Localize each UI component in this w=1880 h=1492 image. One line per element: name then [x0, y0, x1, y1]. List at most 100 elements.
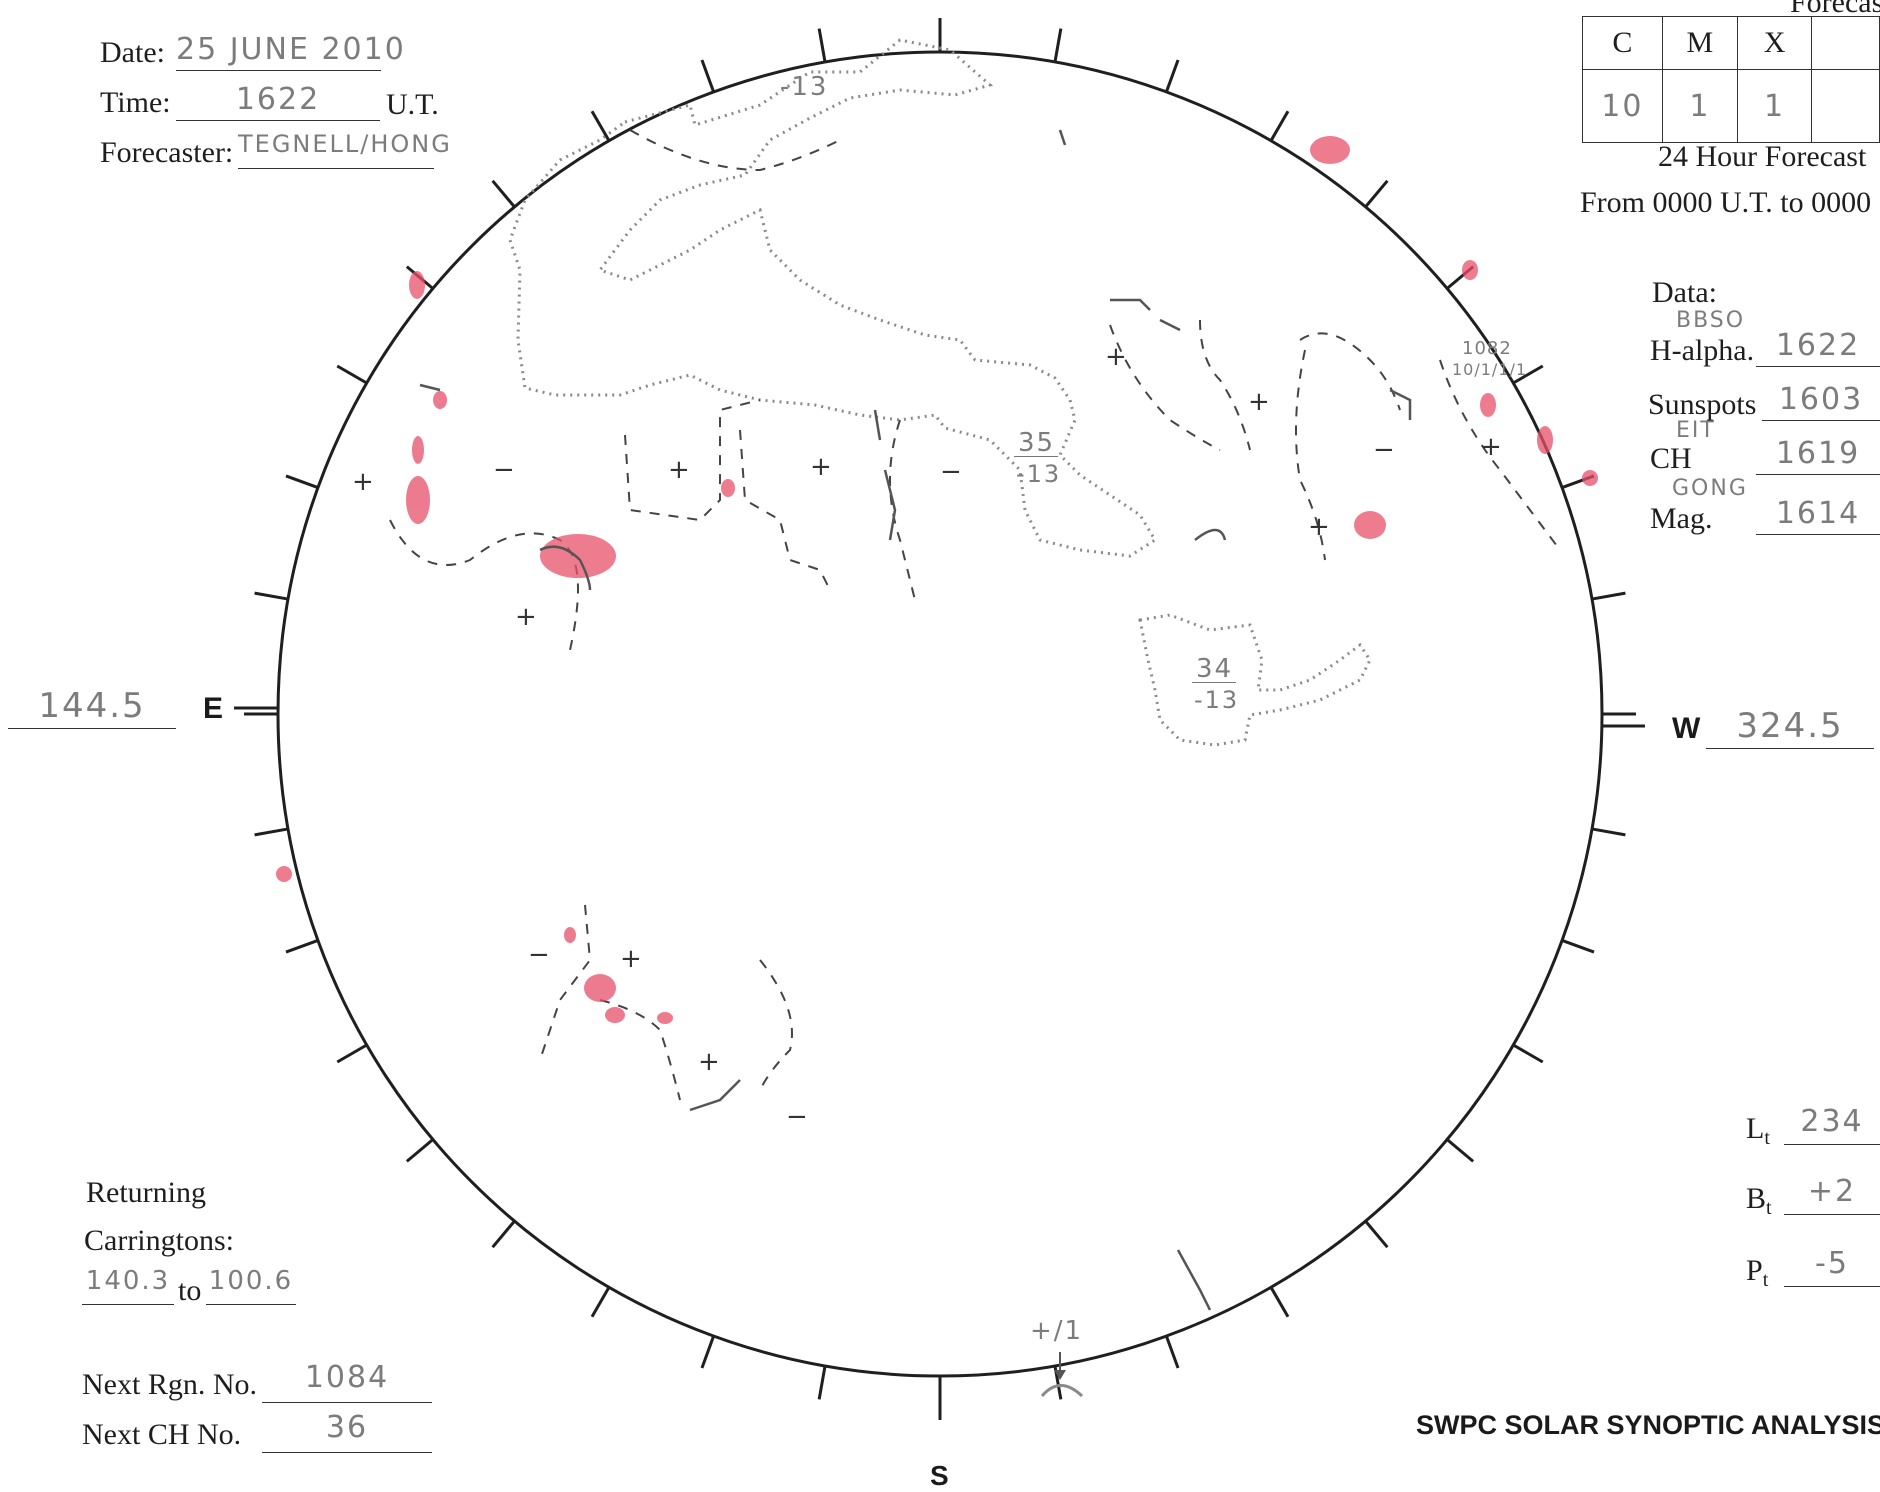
spot-group-3	[1110, 298, 1151, 311]
data-label-sunspots: Sunspots	[1648, 388, 1757, 421]
data-source-halpha: BBSO	[1676, 308, 1746, 333]
polarity-plus-5: +	[1105, 342, 1127, 372]
bt-value[interactable]: +2	[1784, 1174, 1880, 1215]
limb-tick	[1364, 1220, 1389, 1249]
east-longitude-value[interactable]: 144.5	[8, 686, 176, 729]
plage-limb-2	[409, 271, 425, 299]
next-ch-label: Next CH No.	[82, 1418, 242, 1451]
polarity-plus-9: +	[620, 944, 642, 974]
limb-tick	[254, 591, 289, 601]
forecast-period: From 0000 U.T. to 0000	[1580, 186, 1872, 219]
limb-tick	[336, 364, 368, 385]
date-label: Date:	[100, 36, 165, 69]
coronal-hole-south-boundary	[1040, 1384, 1084, 1398]
ch-35-number: 35	[1018, 428, 1056, 458]
limb-tick	[1512, 1043, 1544, 1064]
neutral-line-8	[1295, 349, 1326, 561]
polarity-marks: + − + + + − + + − + + + − + −	[352, 342, 1502, 1132]
limb-tick	[590, 110, 611, 142]
polarity-plus-2: +	[515, 602, 537, 632]
east-label: E	[203, 692, 224, 725]
plage-south-4	[564, 927, 576, 943]
data-value-sunspots[interactable]: 1603	[1762, 382, 1880, 421]
next-ch-value[interactable]: 36	[262, 1410, 432, 1453]
west-label: W	[1672, 712, 1701, 745]
polarity-plus-3: +	[668, 455, 690, 485]
limb-ticks	[244, 18, 1636, 1410]
polarity-plus-1: +	[352, 467, 374, 497]
plage-limb-5	[276, 866, 292, 882]
pt-label: Pt	[1746, 1254, 1769, 1291]
carrington-line2: Carringtons:	[84, 1224, 234, 1257]
ch-top-label: -13	[780, 72, 829, 102]
limb-tick	[1269, 110, 1290, 142]
neutral-line-3	[739, 429, 831, 591]
ch-34-polarity: -13	[1194, 686, 1240, 714]
time-unit: U.T.	[386, 88, 439, 121]
forecast-val-extra	[1811, 69, 1880, 143]
limb-tick	[700, 1335, 715, 1369]
solar-limb	[276, 50, 1604, 1378]
polarity-minus-4: −	[528, 940, 550, 970]
limb-tick	[817, 1365, 827, 1400]
carrington-from[interactable]: 140.3	[82, 1266, 174, 1305]
ch-34-divider	[1192, 682, 1236, 683]
limb-tick	[1446, 1138, 1475, 1163]
neutral-line-7	[1299, 332, 1401, 411]
data-label-mag: Mag.	[1650, 502, 1713, 535]
south-arrow-head	[1054, 1370, 1066, 1380]
carrington-to[interactable]: 100.6	[206, 1266, 296, 1305]
plage-south-2	[605, 1007, 625, 1023]
data-value-halpha[interactable]: 1622	[1756, 328, 1880, 367]
limb-tick	[1165, 59, 1180, 93]
limb-tick	[491, 1220, 516, 1249]
plage-east-3	[433, 391, 447, 409]
limb-tick	[700, 59, 715, 93]
polarity-minus-1: −	[493, 455, 515, 485]
data-source-mag: GONG	[1672, 476, 1748, 501]
limb-tick	[590, 1286, 611, 1318]
ch-35-polarity: -13	[1016, 460, 1062, 488]
sunspot-groups	[419, 129, 1412, 1311]
polarity-minus-3: −	[1373, 435, 1395, 465]
data-source-ch: EIT	[1676, 418, 1716, 443]
ch-35-divider	[1014, 456, 1058, 457]
neutral-line-9	[1439, 359, 1561, 551]
west-longitude-value[interactable]: 324.5	[1706, 706, 1874, 749]
polarity-plus-8: +	[1480, 432, 1502, 462]
pt-value[interactable]: -5	[1784, 1246, 1880, 1287]
lt-value[interactable]: 234	[1784, 1104, 1880, 1145]
lt-label: Lt	[1746, 1112, 1770, 1149]
plage-south-3	[657, 1012, 673, 1024]
date-value[interactable]: 25 JUNE 2010	[176, 32, 404, 71]
spot-group-7	[1176, 1249, 1212, 1311]
footer-title: SWPC SOLAR SYNOPTIC ANALYSIS	[1416, 1410, 1880, 1440]
bt-label: Bt	[1746, 1182, 1772, 1219]
region-number-label: 1082	[1462, 338, 1512, 359]
data-value-mag[interactable]: 1614	[1756, 496, 1880, 535]
data-value-ch[interactable]: 1619	[1756, 436, 1880, 475]
neutral-line-12	[599, 999, 681, 1101]
forecast-val-m[interactable]: 1	[1661, 69, 1739, 143]
neutral-line-1	[629, 129, 841, 172]
polarity-plus-4: +	[810, 452, 832, 482]
spot-group-5	[1389, 388, 1412, 420]
region-class-label: 10/1/1/1	[1452, 360, 1528, 379]
time-value[interactable]: 1622	[176, 82, 380, 121]
data-label-ch: CH	[1650, 442, 1692, 475]
plage-west-1	[1354, 511, 1386, 539]
forecast-val-c[interactable]: 10	[1582, 69, 1663, 143]
next-rgn-value[interactable]: 1084	[262, 1360, 432, 1403]
forecaster-value[interactable]: TEGNELL/HONG	[238, 130, 450, 169]
time-label: Time:	[100, 86, 171, 119]
limb-tick	[285, 474, 319, 489]
plage-center	[721, 479, 735, 497]
limb-tick	[254, 827, 289, 837]
forecast-col-x: X	[1737, 16, 1813, 70]
forecast-val-x[interactable]: 1	[1737, 69, 1813, 143]
spot-group-4	[1159, 318, 1181, 332]
neutral-line-2	[624, 399, 761, 522]
plage-limb-1	[1310, 136, 1350, 164]
neutral-lines	[389, 129, 1561, 1101]
data-label-halpha: H-alpha.	[1650, 334, 1755, 367]
